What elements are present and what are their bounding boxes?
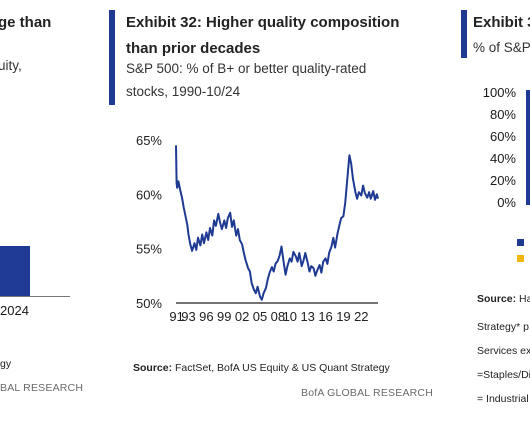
y-tick-label: 65%: [136, 133, 162, 148]
right-panel-note-2: Services exc: [477, 345, 530, 357]
x-tick-label: 91: [169, 309, 183, 324]
right-panel-accent-bar: [461, 10, 467, 58]
x-tick-label: 93: [181, 309, 195, 324]
right-panel-source-text: Ha: [519, 293, 530, 305]
x-tick-label: 16: [318, 309, 332, 324]
left-panel-bar: [0, 246, 30, 296]
left-panel-subtitle: uity,: [0, 58, 22, 73]
right-panel-y-tick: 60%: [489, 129, 516, 144]
y-tick-label: 55%: [136, 242, 162, 257]
y-tick-label: 60%: [136, 187, 162, 202]
right-panel-y-tick: 0%: [497, 195, 516, 210]
right-panel-note-1: Strategy* p: [477, 321, 529, 333]
right-panel-legend-swatch-gold: [517, 255, 524, 262]
x-tick-label: 22: [354, 309, 368, 324]
exhibit-source: Source: FactSet, BofA US Equity & US Qua…: [133, 362, 390, 374]
exhibit-source-label: Source:: [133, 362, 173, 374]
left-panel-source: gy: [0, 358, 12, 370]
exhibit-subtitle-line2: stocks, 1990-10/24: [126, 84, 241, 99]
left-panel-title: ge than: [0, 14, 52, 31]
right-panel-y-tick: 20%: [489, 173, 516, 188]
right-panel-bar-sliver: [526, 90, 530, 205]
right-panel-source-label: Source:: [477, 293, 517, 305]
y-tick-label: 50%: [136, 296, 162, 311]
left-panel-footer: BAL RESEARCH: [0, 382, 84, 394]
x-tick-label: 19: [336, 309, 350, 324]
x-tick-label: 99: [217, 309, 231, 324]
exhibit-subtitle-line1: S&P 500: % of B+ or better quality-rated: [126, 61, 367, 76]
right-panel-y-tick: 100%: [482, 85, 516, 100]
exhibit-source-text: FactSet, BofA US Equity & US Quant Strat…: [175, 362, 390, 374]
right-panel-y-tick: 40%: [489, 151, 516, 166]
exhibit-title-line2: than prior decades: [126, 40, 261, 57]
x-tick-label: 08: [271, 309, 285, 324]
right-panel-note-3: =Staples/Di: [477, 369, 530, 381]
x-tick-label: 05: [253, 309, 267, 324]
right-panel-legend-swatch-navy: [517, 239, 524, 246]
right-panel-title: Exhibit 3: [473, 14, 530, 31]
exhibit-title-line1: Exhibit 32: Higher quality composition: [126, 14, 400, 31]
right-panel-y-tick: 80%: [489, 107, 516, 122]
x-tick-label: 02: [235, 309, 249, 324]
x-tick-label: 96: [199, 309, 213, 324]
right-panel-note-4: = Industrial: [477, 393, 529, 405]
series-line: [175, 145, 379, 301]
x-tick-label: 10: [283, 309, 297, 324]
right-panel-source: Source: Ha: [477, 293, 530, 305]
x-tick-label: 13: [300, 309, 314, 324]
right-panel-subtitle: % of S&P: [473, 40, 530, 55]
exhibit-accent-bar: [109, 10, 115, 105]
left-panel-axis: [0, 296, 70, 297]
left-panel-axis-label: 2024: [0, 303, 29, 318]
exhibit-footer: BofA GLOBAL RESEARCH: [301, 387, 433, 399]
